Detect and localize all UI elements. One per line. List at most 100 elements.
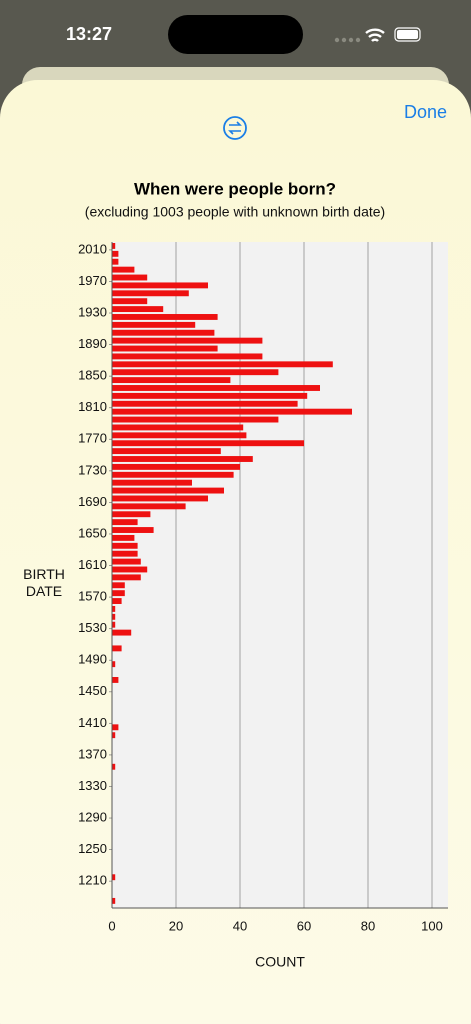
bar	[112, 361, 333, 368]
bar	[112, 542, 138, 549]
bar	[112, 479, 192, 486]
bar	[112, 306, 164, 313]
y-axis-label: BIRTH DATE	[23, 566, 65, 599]
y-tick-label: 1890	[78, 336, 107, 351]
bar	[112, 503, 186, 510]
bar	[112, 440, 304, 447]
bar	[112, 377, 231, 384]
dynamic-island	[168, 15, 303, 54]
y-tick-label: 1970	[78, 273, 107, 288]
y-tick-label: 1210	[78, 873, 107, 888]
bar	[112, 598, 122, 604]
bar	[112, 621, 116, 628]
bar	[112, 266, 135, 273]
bar	[112, 661, 116, 668]
bar	[112, 314, 218, 320]
bar	[112, 353, 263, 360]
bar	[112, 724, 119, 731]
y-tick-label: 1370	[78, 746, 107, 761]
bar	[112, 629, 132, 636]
bar	[112, 511, 151, 518]
bar	[112, 677, 119, 683]
bar	[112, 874, 116, 881]
y-tick-label: 1330	[78, 778, 107, 793]
bar	[112, 605, 116, 612]
y-tick-label: 1850	[78, 368, 107, 383]
y-tick-label: 2010	[78, 241, 107, 256]
bar	[112, 550, 138, 557]
battery	[394, 27, 421, 42]
x-tick-label: 20	[169, 918, 183, 933]
bar	[112, 337, 263, 344]
bar	[112, 274, 148, 281]
y-tick-label: 1410	[78, 715, 107, 730]
bar	[112, 527, 154, 533]
chart-title: When were people born?	[134, 179, 336, 198]
bar	[112, 345, 218, 352]
bar	[112, 613, 116, 620]
bar	[112, 369, 279, 376]
done-button[interactable]: Done	[404, 102, 447, 122]
bar	[112, 534, 135, 541]
bar	[112, 258, 119, 265]
bar	[112, 495, 208, 502]
y-tick-label: 1690	[78, 494, 107, 509]
bar	[112, 290, 189, 297]
y-tick-label: 1650	[78, 525, 107, 540]
bar	[112, 243, 116, 249]
bar	[112, 519, 138, 526]
y-tick-label: 1450	[78, 683, 107, 698]
x-tick-label: 40	[233, 918, 247, 933]
y-tick-label: 1610	[78, 557, 107, 572]
bar	[112, 416, 279, 423]
plot-area	[112, 242, 448, 908]
bar	[112, 456, 253, 462]
y-tick-label: 1570	[78, 589, 107, 604]
bar	[112, 566, 148, 573]
bar	[112, 282, 208, 289]
bar	[112, 392, 308, 399]
bar	[112, 385, 320, 391]
y-tick-label: 1730	[78, 462, 107, 477]
bar	[112, 471, 234, 478]
bar	[112, 298, 148, 305]
bar	[112, 463, 240, 470]
battery-level	[397, 30, 418, 39]
bar	[112, 424, 244, 431]
y-tick-label: 1490	[78, 652, 107, 667]
signal-dots	[334, 37, 361, 43]
bar	[112, 487, 224, 494]
swap-button[interactable]	[223, 116, 247, 140]
bar	[112, 558, 141, 565]
y-tick-label: 1810	[78, 399, 107, 414]
bar	[112, 400, 298, 407]
swap-icon[interactable]	[223, 116, 247, 140]
x-tick-label: 80	[361, 918, 375, 933]
wifi-icon	[365, 28, 385, 42]
bar	[112, 321, 196, 328]
bar	[112, 329, 215, 336]
bar	[112, 732, 116, 739]
x-tick-label: 60	[297, 918, 311, 933]
bar	[112, 645, 122, 652]
y-tick-label: 1530	[78, 620, 107, 635]
x-tick-label: 100	[421, 918, 443, 933]
y-tick-label: 1770	[78, 431, 107, 446]
bar	[112, 408, 352, 415]
bar	[112, 763, 116, 770]
x-axis-label: COUNT	[255, 954, 305, 970]
swap-arrows[interactable]	[228, 121, 242, 135]
bar	[112, 432, 247, 439]
x-tick-label: 0	[108, 918, 115, 933]
bar	[112, 574, 141, 581]
bar	[112, 582, 125, 589]
chart-subtitle: (excluding 1003 people with unknown birt…	[85, 204, 385, 220]
bar	[112, 250, 119, 257]
y-tick-label: 1250	[78, 841, 107, 856]
bar	[112, 448, 221, 455]
status-time: 13:27	[66, 24, 112, 44]
y-tick-label: 1930	[78, 304, 107, 319]
y-tick-label: 1290	[78, 809, 107, 824]
